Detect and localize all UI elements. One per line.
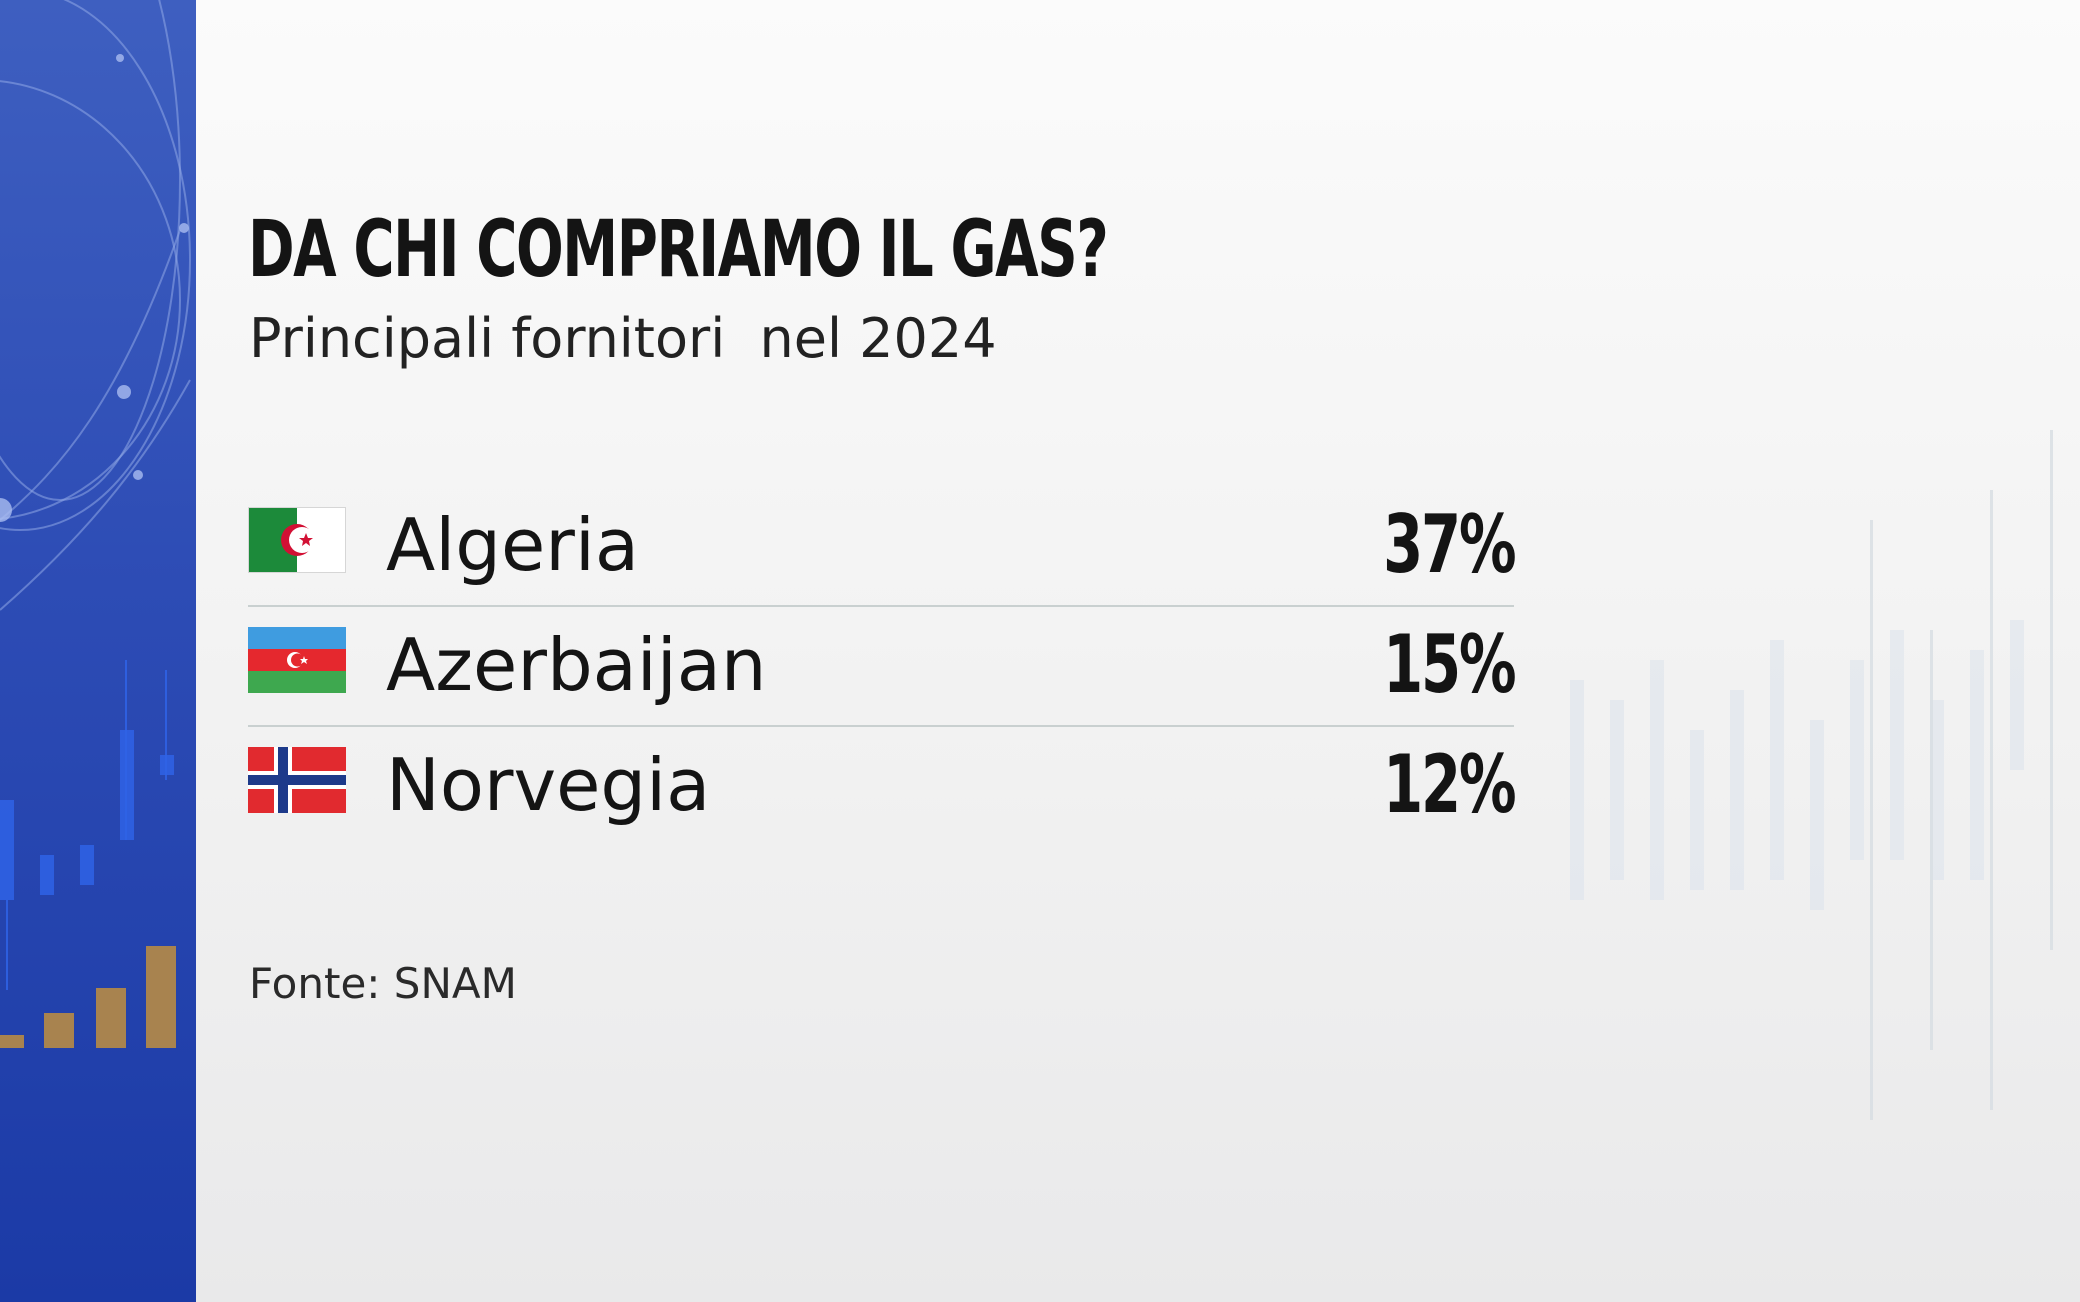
list-item: Algeria 37% [248,495,1517,607]
left-decorative-panel [0,0,196,1302]
country-name: Algeria [386,503,639,587]
share-value: 37% [1382,498,1517,591]
page-title: DA CHI COMPRIAMO IL GAS? [248,205,1109,295]
supplier-list: Algeria 37% Azerbaijan 15% Norvegia 12% [248,495,1517,845]
norway-flag-icon [248,747,346,813]
background-chart-graphic [1570,430,2053,1120]
algeria-flag-icon [248,507,346,573]
page-subtitle: Principali fornitori nel 2024 [249,307,997,370]
country-name: Azerbaijan [386,623,767,707]
country-name: Norvegia [386,743,711,827]
source-note: Fonte: SNAM [249,959,517,1008]
share-value: 12% [1382,738,1517,831]
list-item: Norvegia 12% [248,735,1517,845]
share-value: 15% [1382,618,1517,711]
network-graphic [0,0,191,1048]
list-item: Azerbaijan 15% [248,615,1517,727]
azerbaijan-flag-icon [248,627,346,693]
